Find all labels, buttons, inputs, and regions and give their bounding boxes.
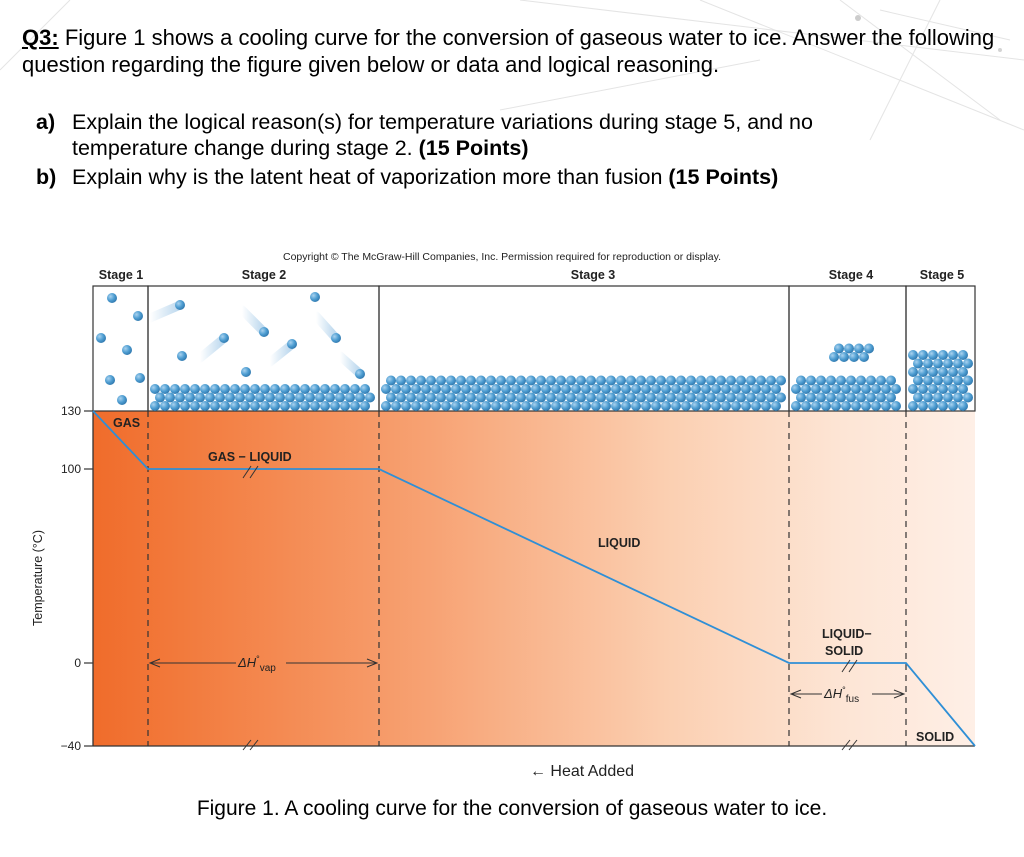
dh-fus-label: ΔH°fus [823,685,859,705]
region-label-gas-liquid: GAS − LIQUID [208,450,292,464]
item-a-line2: temperature change during stage 2. [72,136,413,160]
dh-vap-label: ΔH°vap [237,654,276,674]
y-tick-neg40: −40 [61,739,82,753]
item-a-line1: Explain the logical reason(s) for temper… [72,110,813,134]
region-label-liquid-solid-2: SOLID [825,644,863,658]
question-item-a: a) Explain the logical reason(s) for temp… [36,109,813,161]
y-ticks [84,410,93,747]
region-label-liquid: LIQUID [598,536,640,550]
stage-label-5: Stage 5 [920,268,965,282]
panel-stage-1 [92,285,149,412]
cooling-curve-line [92,410,976,747]
dh-vap-arrow [148,658,379,668]
molecules-stage-1 [96,293,145,405]
y-axis-label: Temperature (°C) [31,530,45,626]
stage-label-1: Stage 1 [99,268,144,282]
stage-separators [147,411,907,746]
item-b-text: Explain why is the latent heat of vapori… [72,165,663,189]
item-a-label: a) [36,110,56,134]
plot-background [93,411,975,746]
x-axis-label: ← Heat Added [530,763,634,780]
figure-caption: Figure 1. A cooling curve for the conver… [196,797,828,820]
y-tick-100: 100 [61,462,81,476]
y-tick-0: 0 [74,656,81,670]
region-label-liquid-solid-1: LIQUID− [822,627,872,641]
stage-label-2: Stage 2 [242,268,287,282]
copyright-notice: Copyright © The McGraw-Hill Companies, I… [283,251,721,263]
y-tick-130: 130 [61,404,81,418]
stage-label-3: Stage 3 [571,268,616,282]
item-b-label: b) [36,165,57,189]
dh-fus-arrow [789,689,906,699]
region-label-solid: SOLID [916,730,954,744]
axis-break-marks [242,465,858,751]
region-label-gas: GAS [113,416,140,430]
molecules-stage-2 [145,292,365,379]
question-item-b: b) Explain why is the latent heat of vapo… [36,164,778,190]
question-text: Figure 1 shows a cooling curve for the c… [22,25,995,77]
molecule-layers [150,343,973,411]
panel-stage-5 [905,285,976,412]
question-heading: Q3: Figure 1 shows a cooling curve for t… [22,24,1012,78]
item-b-points: (15 Points) [668,165,779,189]
stage-label-4: Stage 4 [829,268,874,282]
item-a-points: (15 Points) [418,136,529,160]
question-label: Q3: [22,25,59,50]
